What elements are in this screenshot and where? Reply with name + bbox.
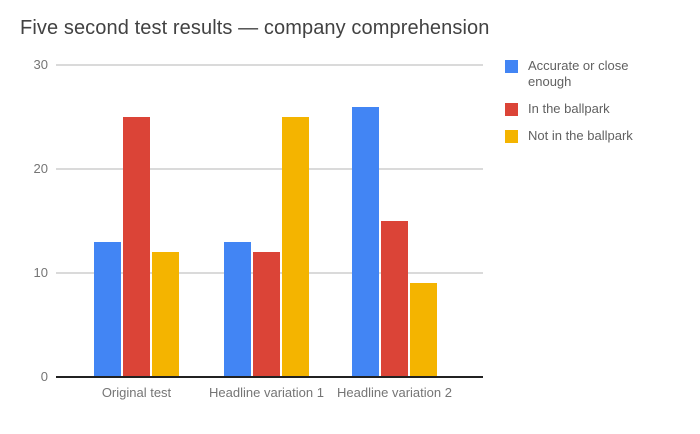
y-tick-label-10: 10 (33, 265, 48, 280)
bar-series3-group3 (410, 283, 437, 377)
plot-area (56, 64, 483, 378)
legend-item-2: In the ballpark (505, 101, 697, 117)
x-category-label-3: Headline variation 2 (337, 385, 452, 400)
x-category-label-1: Original test (101, 385, 172, 400)
legend-swatch-icon (505, 103, 518, 116)
chart-title: Five second test results — company compr… (20, 17, 490, 39)
gridline-30 (56, 64, 483, 66)
bar-series2-group2 (253, 252, 280, 377)
bar-series1-group2 (224, 241, 251, 377)
bar-series1-group3 (352, 106, 379, 377)
gridline-20 (56, 168, 483, 170)
legend-swatch-icon (505, 60, 518, 73)
bar-group-1 (94, 65, 179, 377)
bar-series3-group2 (282, 117, 309, 377)
legend-item-3: Not in the ballpark (505, 128, 697, 144)
x-axis-line (56, 376, 483, 378)
legend-swatch-icon (505, 130, 518, 143)
bar-group-2 (224, 65, 309, 377)
legend-item-1: Accurate or close enough (505, 58, 697, 90)
legend-item-label: In the ballpark (528, 101, 610, 116)
bar-series3-group1 (152, 252, 179, 377)
y-tick-label-30: 30 (33, 57, 48, 72)
legend-item-label: Accurate or close enough (528, 58, 629, 89)
bar-series2-group1 (123, 117, 150, 377)
bar-series2-group3 (381, 221, 408, 377)
y-tick-label-20: 20 (33, 161, 48, 176)
bar-series1-group1 (94, 241, 121, 377)
legend-item-label: Not in the ballpark (528, 128, 633, 143)
y-tick-label-0: 0 (40, 369, 48, 384)
x-category-label-2: Headline variation 1 (209, 385, 324, 400)
bar-group-3 (352, 65, 437, 377)
legend: Accurate or close enough In the ballpark N… (505, 58, 697, 144)
